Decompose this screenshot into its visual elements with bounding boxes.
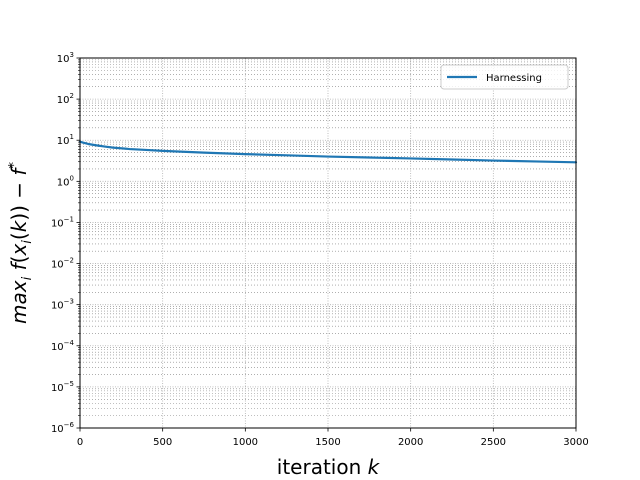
legend-box xyxy=(440,64,569,90)
x-tick-label: 2000 xyxy=(398,437,423,448)
y-tick-label: 10−2 xyxy=(51,257,74,271)
ticks-layer: 10−6 10−5 10−4 10−3 10−2 10−1 100 101 102 103 0 500… xyxy=(51,51,589,448)
y-tick-label: 10−1 xyxy=(51,215,74,229)
y-tick-label: 10−4 xyxy=(51,339,75,353)
y-tick-label: 10−3 xyxy=(51,298,74,312)
legend: Harnessing xyxy=(440,64,569,90)
y-tick-label: 10−5 xyxy=(51,380,74,394)
y-tick-label: 101 xyxy=(57,133,74,147)
x-tick-label: 500 xyxy=(153,437,172,448)
x-axis-label: iteration k xyxy=(277,455,381,479)
x-tick-label: 0 xyxy=(77,437,83,448)
y-axis-label: maxi f(xi(k)) − f* xyxy=(7,162,35,324)
y-tick-label: 100 xyxy=(57,174,74,188)
series-layer xyxy=(78,140,578,164)
x-tick-label: 1500 xyxy=(315,437,340,448)
series-line-harnessing xyxy=(78,140,578,164)
y-tick-label: 103 xyxy=(57,51,74,65)
y-tick-label: 10−6 xyxy=(51,421,75,435)
x-tick-label: 1000 xyxy=(233,437,258,448)
x-tick-label: 2500 xyxy=(481,437,506,448)
x-tick-label: 3000 xyxy=(563,437,588,448)
legend-label-harnessing: Harnessing xyxy=(486,73,542,84)
y-tick-label: 102 xyxy=(57,92,74,106)
